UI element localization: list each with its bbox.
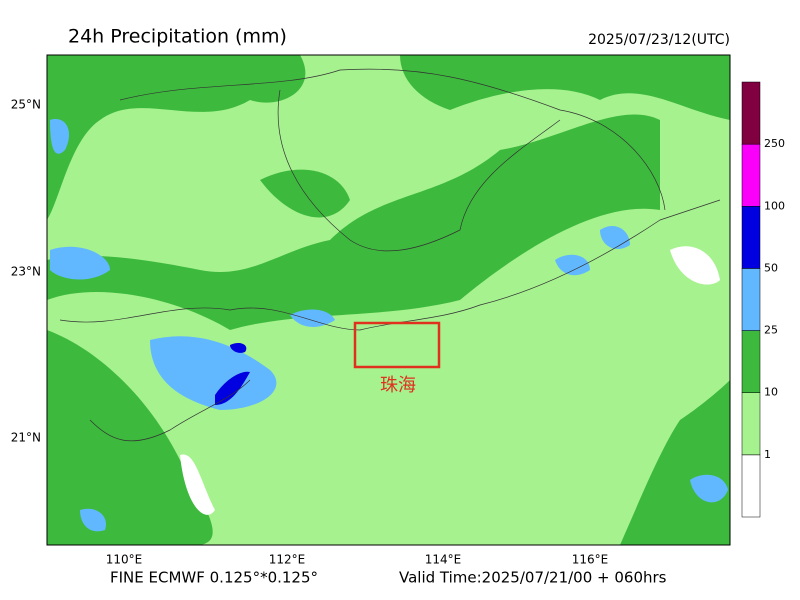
lat-label: 25°N <box>11 98 41 112</box>
lon-label: 116°E <box>572 553 609 567</box>
colorbar-label: 100 <box>764 199 785 212</box>
model-info: FINE ECMWF 0.125°*0.125° <box>110 569 318 587</box>
colorbar-label: 250 <box>764 137 785 150</box>
timestamp: 2025/07/23/12(UTC) <box>588 32 730 48</box>
colorbar-segment <box>741 81 761 145</box>
colorbar-segment <box>741 206 761 269</box>
colorbar: 1 10 25 50 100 250 <box>741 81 785 518</box>
lon-label: 114°E <box>425 553 462 567</box>
colorbar-segment <box>741 392 761 456</box>
lon-label: 112°E <box>269 553 306 567</box>
lat-label: 21°N <box>11 431 41 445</box>
colorbar-segment <box>741 330 761 393</box>
colorbar-segment <box>741 454 761 518</box>
colorbar-segment <box>741 143 761 207</box>
highlight-box <box>353 321 441 369</box>
valid-time: Valid Time:2025/07/21/00 + 060hrs <box>399 569 667 587</box>
colorbar-label: 25 <box>764 324 778 337</box>
colorbar-label: 1 <box>764 448 771 461</box>
map-frame <box>46 54 731 546</box>
lon-label: 110°E <box>106 553 143 567</box>
map-field <box>47 55 730 545</box>
colorbar-segment <box>741 268 761 331</box>
title: 24h Precipitation (mm) <box>68 26 287 48</box>
lat-label: 23°N <box>11 265 41 279</box>
colorbar-label: 10 <box>764 386 778 399</box>
colorbar-label: 50 <box>764 261 778 274</box>
annotation: 珠海 <box>380 375 416 396</box>
